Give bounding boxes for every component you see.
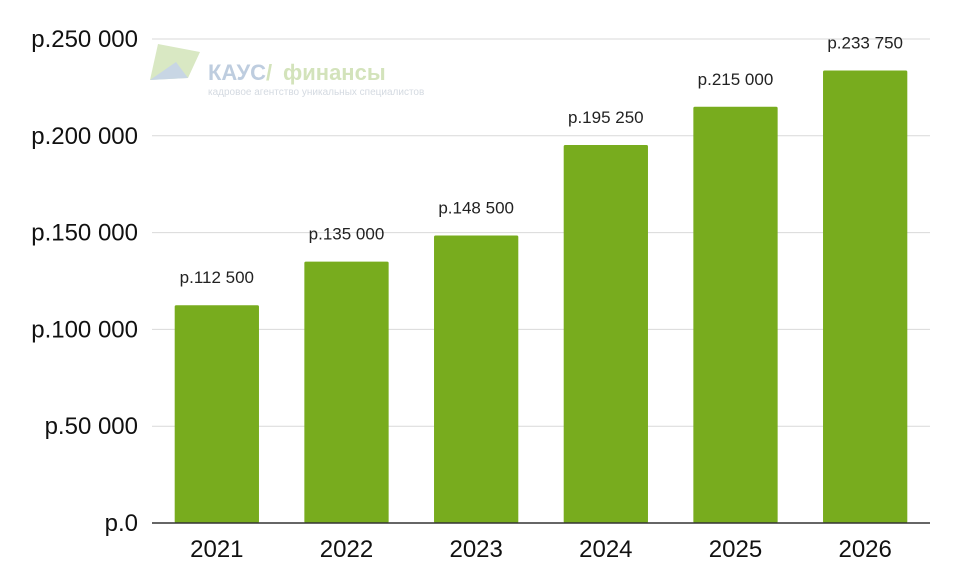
x-tick-label: 2024 [579, 536, 632, 563]
watermark-logo: КАУС / финансы кадровое агентство уникал… [150, 44, 424, 98]
x-axis-ticks: 2021 2022 2023 2024 2025 2026 [190, 536, 892, 563]
x-tick-label: 2025 [709, 536, 762, 563]
y-tick-label: р.150 000 [31, 220, 138, 247]
y-axis-ticks: р.0 р.50 000 р.100 000 р.150 000 р.200 000 р.… [31, 26, 138, 537]
gridlines [152, 38, 930, 427]
data-label: р.148 500 [438, 199, 514, 218]
bar-2022 [304, 261, 389, 523]
bar-2023 [434, 235, 519, 523]
y-tick-label: р.250 000 [31, 26, 138, 53]
y-tick-label: р.50 000 [45, 413, 138, 440]
watermark-slash: / [266, 60, 272, 85]
data-label: р.135 000 [309, 225, 385, 244]
x-tick-label: 2021 [190, 536, 243, 563]
bar-2024 [563, 144, 648, 523]
watermark-leaf-icon [150, 44, 200, 80]
y-tick-label: р.200 000 [31, 123, 138, 150]
data-label: р.112 500 [180, 268, 254, 287]
data-label: р.215 000 [698, 70, 774, 89]
x-tick-label: 2026 [838, 536, 891, 563]
bars [174, 70, 908, 524]
bar-2026 [823, 70, 908, 524]
bar-2021 [174, 305, 259, 523]
data-label: р.233 750 [827, 33, 903, 52]
y-tick-label: р.100 000 [31, 316, 138, 343]
watermark-tagline: кадровое агентство уникальных специалист… [208, 87, 424, 98]
x-tick-label: 2022 [320, 536, 373, 563]
y-tick-label: р.0 [105, 510, 138, 537]
x-tick-label: 2023 [449, 536, 502, 563]
data-label: р.195 250 [568, 108, 644, 127]
watermark-brand: КАУС [208, 60, 266, 85]
bar-2025 [693, 106, 778, 523]
data-labels: р.112 500 р.135 000 р.148 500 р.195 250 р.21… [180, 33, 903, 287]
watermark-leaf-shadow-icon [150, 62, 188, 80]
watermark-product: финансы [283, 60, 386, 85]
